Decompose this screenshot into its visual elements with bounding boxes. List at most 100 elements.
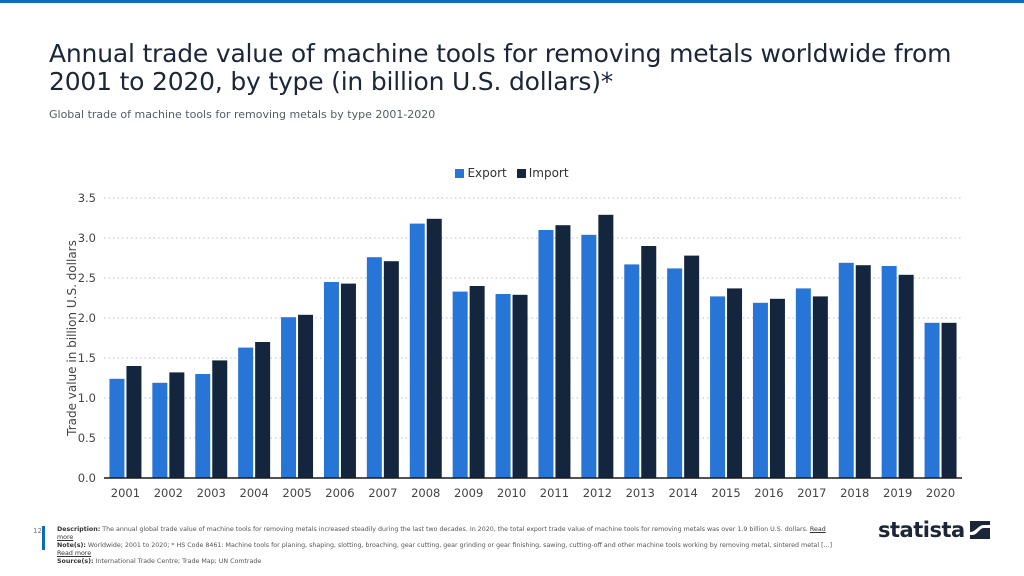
x-tick-label: 2005 <box>282 486 311 500</box>
bar-export-2001 <box>109 378 125 478</box>
x-tick-label: 2001 <box>111 486 140 500</box>
x-tick-label: 2012 <box>583 486 612 500</box>
x-axis-ticks: 2001 2002 2003 2004 2005 2006 2007 2008 2009 2010… <box>111 486 955 500</box>
bar-export-2016 <box>752 302 768 478</box>
bar-import-2015 <box>727 288 743 478</box>
x-tick-label: 2008 <box>411 486 440 500</box>
bar-import-2006 <box>340 283 356 478</box>
gridlines <box>104 197 962 439</box>
bar-import-2016 <box>769 298 785 478</box>
bar-export-2005 <box>281 317 297 478</box>
x-tick-label: 2015 <box>711 486 740 500</box>
bar-import-2018 <box>855 265 871 478</box>
bar-import-2003 <box>212 360 228 478</box>
statista-logo-icon <box>969 521 990 539</box>
y-axis-title: Trade value in billion U.S. dollars <box>65 240 79 437</box>
x-tick-label: 2007 <box>368 486 397 500</box>
y-tick-label: 2.5 <box>78 271 96 285</box>
source-line: Source(s): International Trade Centre; T… <box>57 558 837 566</box>
legend-label-import: Import <box>528 166 569 180</box>
bar-export-2011 <box>538 230 554 478</box>
source-label: Source(s): <box>57 558 94 565</box>
y-tick-label: 3.0 <box>78 231 96 245</box>
bar-import-2009 <box>469 286 485 478</box>
x-tick-label: 2002 <box>154 486 183 500</box>
top-accent-bar <box>0 0 1024 3</box>
description-text: The annual global trade value of machine… <box>102 526 808 533</box>
x-tick-label: 2020 <box>926 486 955 500</box>
y-axis-ticks: 0.0 0.5 1.0 1.5 2.0 2.5 3.0 3.5 <box>78 191 96 485</box>
bar-export-2020 <box>924 322 940 478</box>
y-tick-label: 1.0 <box>78 391 96 405</box>
bar-export-2006 <box>323 282 339 478</box>
bar-export-2009 <box>452 291 468 478</box>
bars <box>109 214 957 479</box>
x-tick-label: 2016 <box>754 486 783 500</box>
bar-import-2008 <box>426 218 442 479</box>
y-tick-label: 0.0 <box>78 471 96 485</box>
x-tick-label: 2006 <box>325 486 354 500</box>
x-tick-label: 2003 <box>197 486 226 500</box>
legend-label-export: Export <box>467 166 507 180</box>
page-number: 12 <box>33 527 42 535</box>
bar-export-2012 <box>581 234 597 478</box>
bar-import-2001 <box>126 366 142 478</box>
bar-export-2004 <box>238 347 254 478</box>
legend-item-import[interactable]: Import <box>516 166 569 180</box>
footer: 12 Description: The annual global trade … <box>0 524 1024 576</box>
bar-import-2010 <box>512 294 528 478</box>
bar-import-2011 <box>555 225 571 478</box>
bar-import-2019 <box>898 274 914 478</box>
bar-export-2008 <box>409 223 425 478</box>
bar-export-2019 <box>881 266 897 478</box>
legend-swatch-export <box>455 168 465 178</box>
y-tick-label: 2.0 <box>78 311 96 325</box>
bar-import-2002 <box>169 372 185 478</box>
notes-read-more-link[interactable]: Read more <box>57 550 92 557</box>
bar-export-2018 <box>838 262 854 478</box>
description-line: Description: The annual global trade val… <box>57 526 837 542</box>
x-tick-label: 2013 <box>626 486 655 500</box>
legend-item-export[interactable]: Export <box>455 166 507 180</box>
bar-import-2004 <box>255 342 271 478</box>
bar-import-2017 <box>812 296 828 478</box>
source-text: International Trade Centre; Trade Map; U… <box>95 558 262 565</box>
notes-label: Note(s): <box>57 542 86 549</box>
legend-swatch-import <box>516 168 526 178</box>
bar-export-2015 <box>710 296 726 478</box>
footer-accent-bar <box>42 526 45 550</box>
statista-logo[interactable]: statista <box>878 518 990 542</box>
x-tick-label: 2004 <box>240 486 269 500</box>
bar-export-2014 <box>667 268 683 478</box>
x-tick-label: 2017 <box>797 486 826 500</box>
y-tick-label: 1.5 <box>78 351 96 365</box>
x-tick-label: 2010 <box>497 486 526 500</box>
bar-export-2017 <box>795 288 811 478</box>
description-read-more-link[interactable]: Read more <box>57 526 826 541</box>
bar-export-2007 <box>366 257 382 478</box>
bar-export-2002 <box>152 382 168 478</box>
bar-import-2007 <box>383 261 399 478</box>
x-tick-label: 2011 <box>540 486 569 500</box>
bar-import-2020 <box>941 322 957 478</box>
bar-export-2010 <box>495 294 511 478</box>
bar-export-2003 <box>195 374 211 478</box>
x-tick-label: 2009 <box>454 486 483 500</box>
x-tick-label: 2019 <box>883 486 912 500</box>
description-label: Description: <box>57 526 101 533</box>
chart-title: Annual trade value of machine tools for … <box>49 39 952 96</box>
chart-subtitle: Global trade of machine tools for removi… <box>49 108 436 121</box>
x-tick-label: 2018 <box>840 486 869 500</box>
bar-import-2005 <box>298 314 314 478</box>
bar-import-2013 <box>641 246 657 478</box>
logo-text: statista <box>878 518 965 542</box>
notes-text: Worldwide; 2001 to 2020; * HS Code 8461:… <box>87 542 833 549</box>
y-tick-label: 0.5 <box>78 431 96 445</box>
x-tick-label: 2014 <box>669 486 698 500</box>
bar-import-2012 <box>598 214 614 479</box>
legend: Export Import <box>0 166 1024 180</box>
y-tick-label: 3.5 <box>78 191 96 205</box>
bar-export-2013 <box>624 264 640 478</box>
notes-line: Note(s): Worldwide; 2001 to 2020; * HS C… <box>57 542 837 558</box>
